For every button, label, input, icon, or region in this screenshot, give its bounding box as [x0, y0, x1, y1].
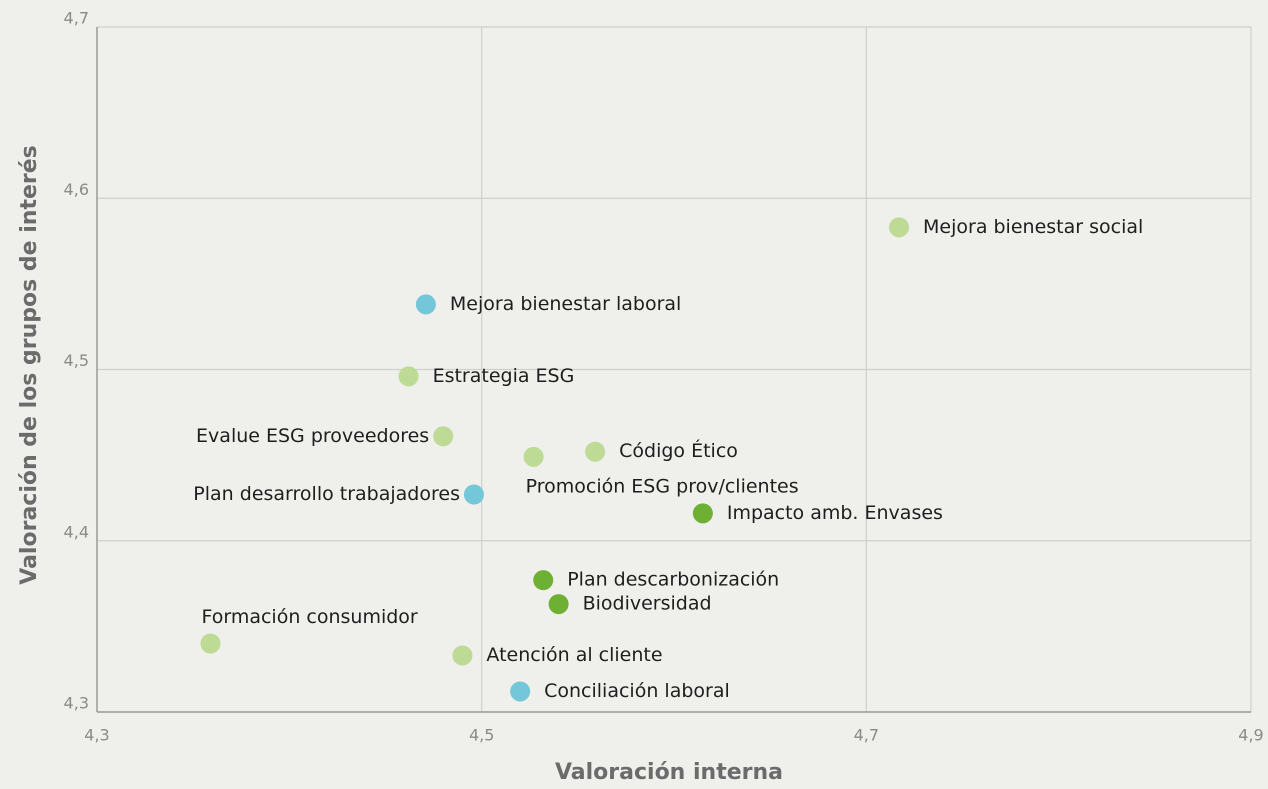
point-label: Código Ético	[619, 439, 738, 462]
x-tick-label: 4,7	[854, 726, 879, 745]
point	[398, 366, 419, 387]
point	[533, 570, 554, 591]
point-label: Plan desarrollo trabajadores	[193, 483, 460, 505]
point	[415, 294, 436, 315]
point	[510, 681, 531, 702]
point-label: Atención al cliente	[486, 644, 662, 666]
point	[523, 446, 544, 467]
y-tick-label: 4,3	[64, 694, 89, 713]
point	[889, 217, 910, 238]
x-tick-label: 4,9	[1238, 726, 1263, 745]
y-tick-label: 4,6	[64, 180, 89, 199]
point	[463, 484, 484, 505]
point-label: Evalue ESG proveedores	[196, 425, 429, 447]
y-tick-label: 4,4	[64, 522, 89, 541]
y-tick-label: 4,5	[64, 351, 89, 370]
point	[585, 441, 606, 462]
point-label: Plan descarbonización	[567, 569, 779, 591]
point-label: Conciliación laboral	[544, 680, 730, 702]
point-label: Biodiversidad	[583, 593, 712, 615]
x-tick-label: 4,3	[84, 726, 109, 745]
x-axis-title: Valoración interna	[555, 760, 783, 785]
y-axis-title: Valoración de los grupos de interés	[17, 145, 42, 584]
point-label: Estrategia ESG	[433, 365, 575, 387]
point	[433, 426, 454, 447]
point-label: Impacto amb. Envases	[727, 502, 943, 524]
point-label: Formación consumidor	[201, 606, 417, 628]
point	[692, 503, 713, 524]
x-tick-label: 4,5	[469, 726, 494, 745]
point	[548, 594, 569, 615]
point-label: Mejora bienestar laboral	[450, 293, 681, 315]
point-label: Promoción ESG prov/clientes	[526, 475, 799, 497]
point	[452, 645, 473, 666]
point	[200, 633, 221, 654]
point-label: Mejora bienestar social	[923, 216, 1143, 238]
y-tick-label: 4,7	[64, 9, 89, 28]
